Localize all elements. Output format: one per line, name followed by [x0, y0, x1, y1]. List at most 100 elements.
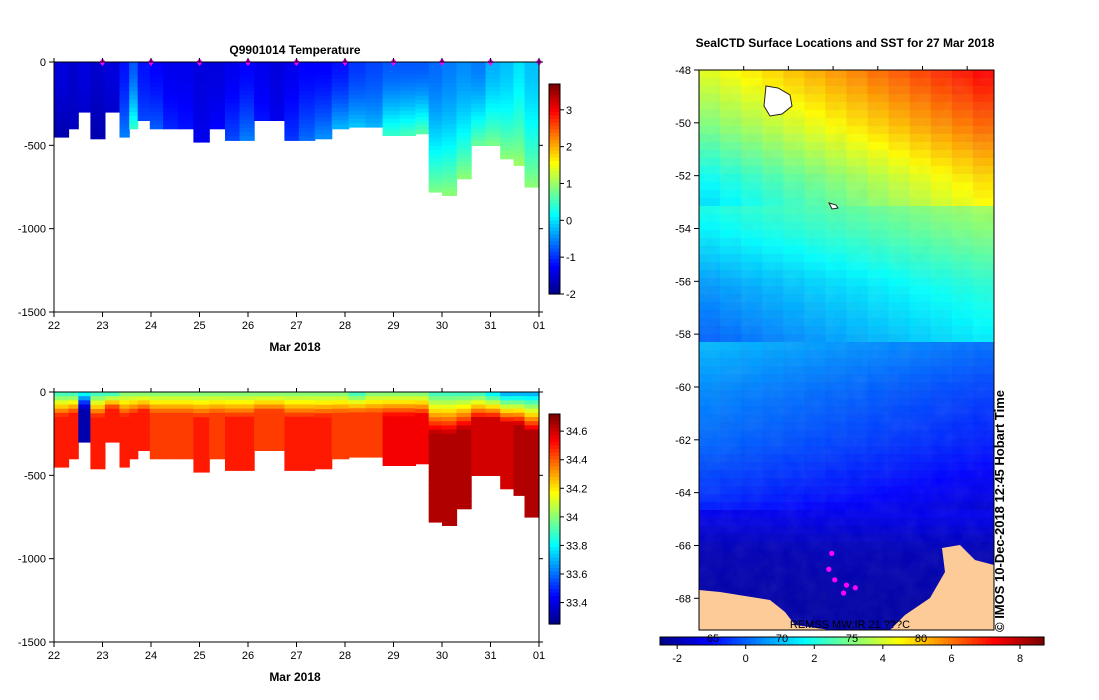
- section-cell: [471, 82, 487, 88]
- section-cell: [119, 442, 130, 447]
- section-cell: [54, 124, 70, 130]
- section-cell: [90, 443, 106, 448]
- colorbar-step: [549, 494, 560, 499]
- section-cell: [365, 70, 384, 75]
- section-cell: [193, 116, 210, 122]
- section-cell: [513, 487, 525, 492]
- section-cell: [284, 62, 300, 67]
- colorbar-step: [549, 484, 560, 489]
- section-cell: [348, 448, 367, 454]
- sst-colorbar-step: [698, 637, 704, 645]
- section-cell: [68, 74, 79, 80]
- section-cell: [177, 107, 195, 113]
- section-cell: [485, 392, 501, 397]
- section-cell: [193, 455, 210, 460]
- section-cell: [129, 454, 139, 460]
- seal-location: [826, 566, 832, 572]
- section-cell: [428, 74, 443, 80]
- section-cell: [485, 454, 501, 460]
- section-cell: [209, 433, 226, 439]
- section-cell: [284, 466, 300, 471]
- sst-colorbar-step: [1020, 637, 1026, 645]
- section-cell: [269, 70, 285, 76]
- colorbar-step: [549, 480, 560, 485]
- section-cell: [90, 421, 106, 427]
- section-cell: [209, 107, 226, 113]
- section-cell: [471, 429, 487, 435]
- section-cell: [129, 408, 139, 414]
- section-cell: [428, 162, 443, 168]
- section-cell: [177, 91, 195, 96]
- colorbar-step: [549, 456, 560, 461]
- section-cell: [399, 78, 416, 83]
- colorbar-step: [549, 206, 560, 211]
- section-cell: [193, 429, 210, 435]
- profile-column: [524, 62, 540, 188]
- profile-column: [90, 62, 106, 140]
- section-cell: [90, 108, 106, 114]
- section-cell: [428, 438, 443, 443]
- section-cell: [500, 141, 515, 147]
- section-cell: [365, 448, 384, 454]
- section-cell: [399, 115, 416, 120]
- section-cell: [415, 66, 430, 71]
- colorbar-step: [549, 199, 560, 204]
- colorbar-step: [549, 255, 560, 260]
- section-cell: [269, 412, 285, 418]
- section-cell: [254, 429, 271, 435]
- section-cell: [119, 433, 130, 439]
- section-cell: [177, 396, 195, 401]
- section-cell: [415, 413, 430, 418]
- section-cell: [163, 421, 179, 426]
- section-cell: [90, 79, 106, 84]
- section-cell: [485, 471, 501, 476]
- profile-column: [163, 62, 179, 130]
- section-cell: [442, 191, 458, 196]
- section-cell: [456, 120, 472, 126]
- section-cell: [119, 404, 130, 410]
- section-cell: [331, 91, 350, 96]
- section-cell: [209, 99, 226, 105]
- section-cell: [428, 513, 443, 519]
- section-cell: [78, 95, 91, 101]
- section-cell: [331, 87, 350, 92]
- section-cell: [428, 103, 443, 109]
- section-cell: [513, 408, 525, 414]
- section-cell: [225, 90, 241, 96]
- section-cell: [365, 82, 384, 87]
- section-cell: [524, 87, 540, 92]
- section-cell: [54, 116, 70, 121]
- section-cell: [298, 78, 316, 84]
- section-cell: [442, 517, 458, 522]
- section-cell: [471, 404, 487, 410]
- section-cell: [298, 412, 316, 418]
- section-cell: [225, 466, 241, 471]
- section-cell: [68, 116, 79, 121]
- section-cell: [428, 62, 443, 67]
- section-cell: [149, 421, 164, 426]
- section-cell: [513, 437, 525, 443]
- section-cell: [442, 78, 458, 84]
- colorbar-step: [549, 554, 560, 559]
- section-cell: [428, 187, 443, 193]
- section-cell: [149, 70, 164, 76]
- section-cell: [149, 433, 164, 439]
- section-cell: [254, 78, 271, 84]
- section-cell: [471, 392, 487, 397]
- seal-location: [829, 550, 835, 556]
- section-cell: [500, 78, 515, 84]
- section-cell: [225, 111, 241, 117]
- colorbar-step: [549, 592, 560, 597]
- section-cell: [254, 412, 271, 418]
- section-cell: [163, 429, 179, 435]
- section-cell: [485, 442, 501, 447]
- colorbar-step: [549, 452, 560, 457]
- section-cell: [137, 78, 151, 84]
- section-cell: [428, 179, 443, 185]
- section-cell: [456, 400, 472, 406]
- section-cell: [442, 408, 458, 414]
- section-cell: [524, 450, 540, 456]
- section-cell: [524, 412, 540, 418]
- section-cell: [456, 137, 472, 142]
- section-cell: [54, 103, 70, 109]
